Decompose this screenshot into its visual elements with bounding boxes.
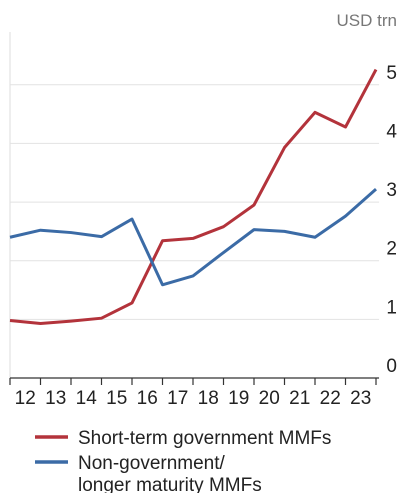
x-tick-label: 17 [167,388,188,409]
series-line [9,188,377,287]
unit-label: USD trn [337,11,397,30]
y-tick-label: 5 [386,63,397,84]
x-tick-label: 22 [320,388,341,409]
x-tick-label: 20 [259,388,280,409]
x-tick-label: 13 [45,388,66,409]
x-tick-label: 12 [15,388,36,409]
y-tick-label: 0 [386,356,397,377]
y-tick-label: 1 [386,297,397,318]
x-tick-label: 21 [289,388,310,409]
y-tick-label: 3 [386,180,397,201]
legend-label: Non-government/longer maturity MMFs [78,453,262,493]
x-tick-label: 15 [106,388,127,409]
legend-label: Short-term government MMFs [78,428,331,449]
x-tick-label: 18 [198,388,219,409]
x-tick-label: 19 [228,388,249,409]
series-line [9,68,378,325]
x-tick-label: 14 [76,388,98,409]
x-tick-label: 16 [137,388,158,409]
y-tick-label: 2 [386,239,397,260]
x-tick-label: 23 [350,388,371,409]
y-tick-label: 4 [386,121,397,142]
